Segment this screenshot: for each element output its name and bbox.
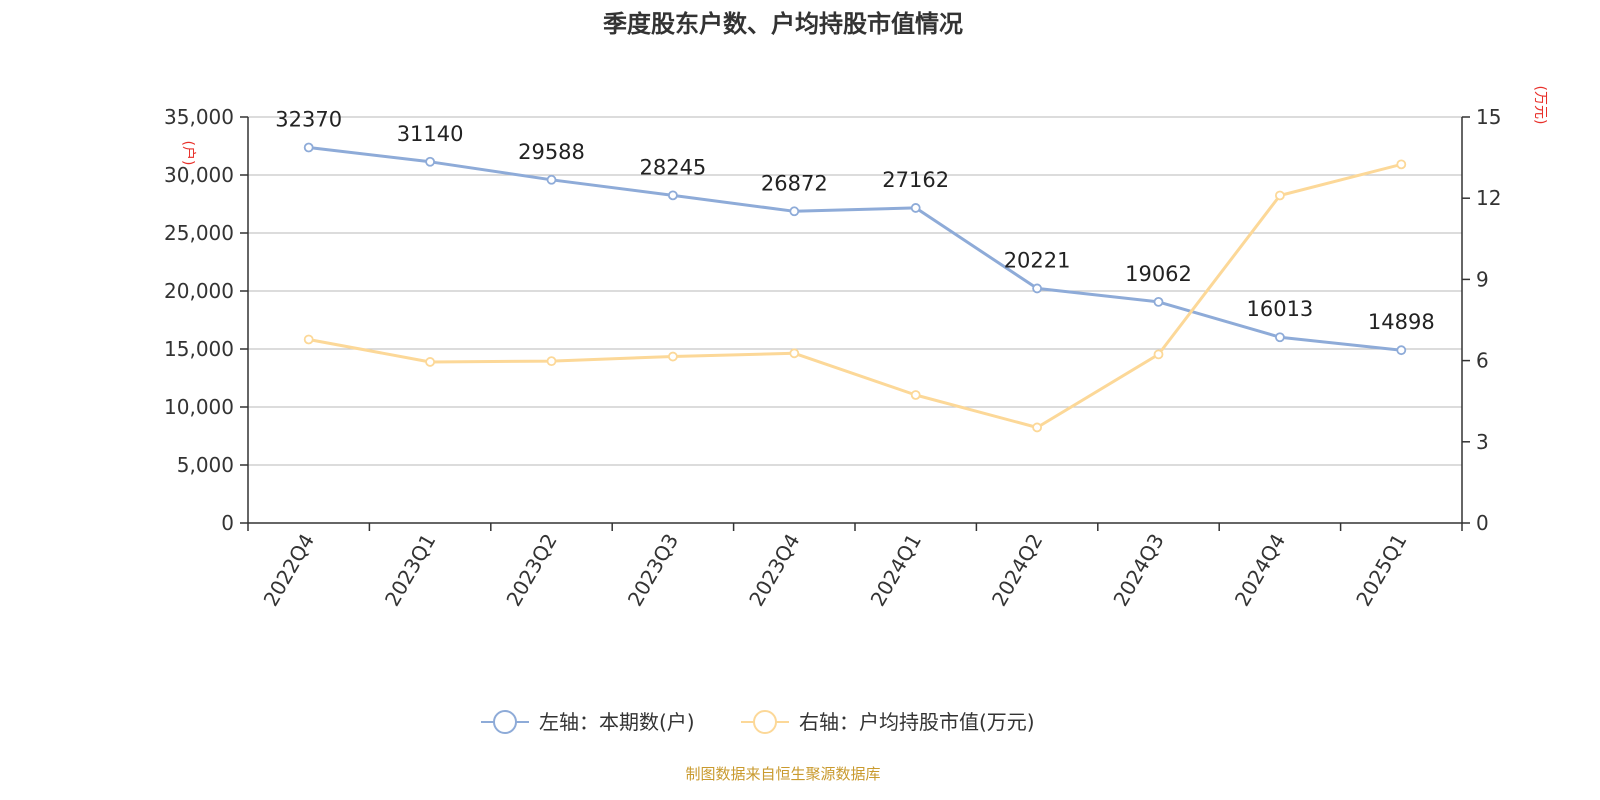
left-axis-tick-label: 25,000 bbox=[164, 221, 234, 245]
legend-swatch-right-marker bbox=[753, 710, 777, 734]
legend-label-right: 右轴：户均持股市值(万元) bbox=[799, 710, 1035, 734]
data-point-shareholder-count bbox=[668, 190, 678, 201]
right-axis-tick-label: 12 bbox=[1476, 186, 1501, 210]
data-point-shareholder-count bbox=[425, 156, 436, 167]
right-axis-tick-label: 6 bbox=[1476, 349, 1489, 373]
x-axis-tick-label: 2024Q2 bbox=[987, 530, 1047, 611]
data-point-avg-market-value bbox=[546, 356, 557, 367]
data-point-avg-market-value bbox=[910, 390, 921, 400]
data-label-shareholder-count: 28245 bbox=[639, 155, 706, 179]
data-point-avg-market-value bbox=[1032, 422, 1042, 433]
data-point-shareholder-count bbox=[303, 142, 314, 153]
x-axis-tick-label: 2023Q3 bbox=[623, 530, 683, 611]
data-point-shareholder-count bbox=[1275, 332, 1285, 343]
right-axis-tick-label: 0 bbox=[1476, 511, 1489, 535]
data-label-shareholder-count: 32370 bbox=[275, 108, 342, 132]
x-axis-tick-label: 2022Q4 bbox=[259, 530, 319, 611]
x-axis-tick-label: 2025Q1 bbox=[1351, 530, 1411, 611]
legend-swatch-left-marker bbox=[493, 710, 517, 734]
data-point-shareholder-count bbox=[789, 206, 800, 217]
right-axis-tick-label: 15 bbox=[1476, 105, 1501, 129]
data-point-avg-market-value bbox=[1396, 159, 1407, 170]
data-point-shareholder-count bbox=[1396, 345, 1407, 356]
data-point-shareholder-count bbox=[910, 203, 921, 213]
x-axis-tick-label: 2023Q4 bbox=[744, 530, 804, 611]
axes: 0 5,000 10,000 15,000 20,000 25,000 30,000 35,0… bbox=[164, 105, 1501, 610]
data-label-shareholder-count: 31140 bbox=[397, 122, 464, 146]
left-axis-tick-label: 20,000 bbox=[164, 279, 234, 303]
right-axis-tick-label: 9 bbox=[1476, 267, 1489, 291]
x-axis-tick-label: 2024Q3 bbox=[1108, 530, 1168, 611]
left-axis-tick-label: 5,000 bbox=[177, 453, 234, 477]
series-line-shareholder-count bbox=[308, 146, 1402, 352]
legend-item-right[interactable]: 右轴：户均持股市值(万元) bbox=[741, 710, 1035, 734]
right-axis-tick-label: 3 bbox=[1476, 430, 1489, 454]
left-axis-unit: (户) bbox=[180, 141, 197, 166]
data-point-avg-market-value bbox=[668, 351, 678, 362]
left-axis-tick-label: 10,000 bbox=[164, 395, 234, 419]
data-point-avg-market-value bbox=[1153, 349, 1164, 360]
left-axis-tick-label: 30,000 bbox=[164, 163, 234, 187]
data-labels: 32370 31140 29588 28245 26872 27162 20221 19062… bbox=[275, 108, 1434, 335]
legend: 左轴：本期数(户) 右轴：户均持股市值(万元) bbox=[481, 710, 1035, 734]
data-point-avg-market-value bbox=[425, 357, 436, 367]
x-axis-tick-label: 2023Q2 bbox=[501, 530, 561, 611]
series bbox=[303, 142, 1407, 433]
x-axis-tick-label: 2024Q1 bbox=[866, 530, 926, 611]
left-axis-tick-label: 35,000 bbox=[164, 105, 234, 129]
x-axis-tick-label: 2023Q1 bbox=[380, 530, 440, 611]
data-point-shareholder-count bbox=[1032, 283, 1042, 294]
data-label-shareholder-count: 26872 bbox=[761, 171, 828, 195]
data-label-shareholder-count: 20221 bbox=[1004, 248, 1071, 272]
legend-item-left[interactable]: 左轴：本期数(户) bbox=[481, 710, 695, 734]
data-point-shareholder-count bbox=[1153, 296, 1164, 307]
data-label-shareholder-count: 14898 bbox=[1368, 310, 1435, 334]
data-label-shareholder-count: 29588 bbox=[518, 140, 585, 164]
data-label-shareholder-count: 16013 bbox=[1246, 297, 1313, 321]
data-point-avg-market-value bbox=[303, 334, 314, 345]
data-point-avg-market-value bbox=[789, 348, 800, 359]
chart-title: 季度股东户数、户均持股市值情况 bbox=[603, 10, 963, 38]
data-point-shareholder-count bbox=[546, 174, 557, 185]
data-label-shareholder-count: 27162 bbox=[882, 168, 949, 192]
data-point-avg-market-value bbox=[1275, 190, 1285, 201]
data-label-shareholder-count: 19062 bbox=[1125, 262, 1192, 286]
source-note: 制图数据来自恒生聚源数据库 bbox=[685, 765, 880, 783]
series-line-avg-market-value bbox=[308, 162, 1402, 429]
x-axis-tick-label: 2024Q4 bbox=[1230, 530, 1290, 611]
grid-lines bbox=[248, 116, 1462, 466]
left-axis-tick-label: 0 bbox=[221, 511, 234, 535]
right-axis-unit: (万元) bbox=[1532, 86, 1548, 125]
legend-label-left: 左轴：本期数(户) bbox=[539, 710, 695, 734]
left-axis-tick-label: 15,000 bbox=[164, 337, 234, 361]
